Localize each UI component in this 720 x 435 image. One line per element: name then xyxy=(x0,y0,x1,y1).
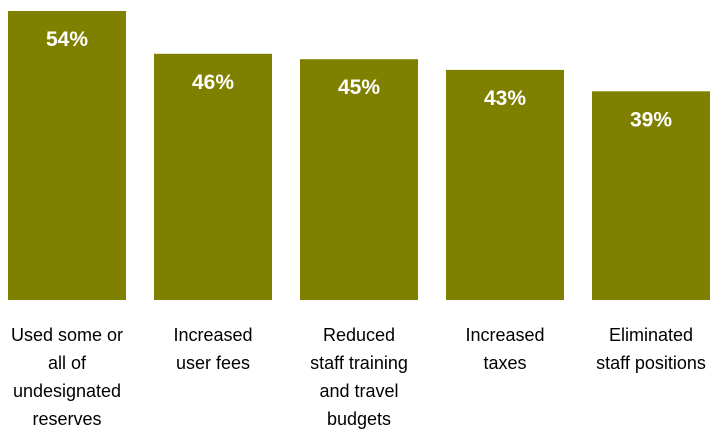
category-label-line: Eliminated xyxy=(609,325,693,345)
bar-value-label: 39% xyxy=(630,108,672,131)
category-label-line: Used some or xyxy=(11,325,123,345)
bar xyxy=(8,11,126,300)
bar xyxy=(300,59,418,301)
category-label: Increased taxes xyxy=(465,325,544,373)
category-label-line: taxes xyxy=(483,353,526,373)
category-labels-layer: Used some or all of undesignated reserves In… xyxy=(11,325,706,429)
category-label-line: Increased xyxy=(465,325,544,345)
category-label-line: budgets xyxy=(327,409,391,429)
category-label-line: staff training xyxy=(310,353,408,373)
category-label-line: undesignated xyxy=(13,381,121,401)
category-label: Used some or all of undesignated reserves xyxy=(11,325,123,429)
bar-value-label: 46% xyxy=(192,71,234,94)
category-label-line: user fees xyxy=(176,353,250,373)
bar xyxy=(446,69,564,301)
category-label-line: reserves xyxy=(32,409,101,429)
bars-layer xyxy=(8,11,710,301)
bar-value-label: 43% xyxy=(484,87,526,110)
category-label: Eliminated staff positions xyxy=(596,325,706,373)
category-label: Reduced staff training and travel budgets xyxy=(310,325,408,429)
category-label-line: staff positions xyxy=(596,353,706,373)
bar-value-label: 54% xyxy=(46,28,88,51)
category-label-line: all of xyxy=(48,353,87,373)
bar xyxy=(154,53,272,300)
category-label-line: and travel xyxy=(319,381,398,401)
category-label-line: Reduced xyxy=(323,325,395,345)
bar xyxy=(592,91,710,300)
category-label: Increased user fees xyxy=(173,325,252,373)
value-labels-layer: 54% 46% 45% 43% 39% xyxy=(46,28,672,131)
bar-value-label: 45% xyxy=(338,76,380,99)
category-label-line: Increased xyxy=(173,325,252,345)
